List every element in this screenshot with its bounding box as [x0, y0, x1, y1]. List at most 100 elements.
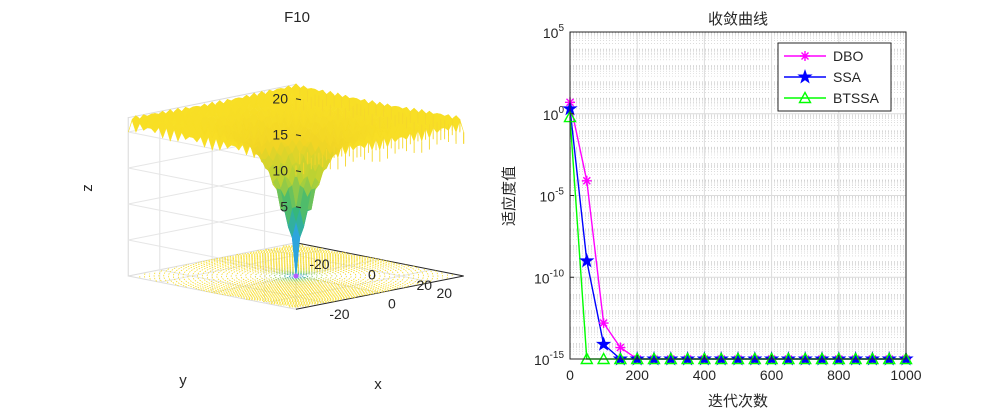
- contour-ring: [206, 257, 386, 295]
- global-minimum-marker: [293, 273, 299, 279]
- marker-star: [646, 350, 662, 366]
- surface-title: F10: [284, 9, 310, 26]
- series-line-dbo: [569, 102, 906, 360]
- contour-ring: [168, 266, 179, 287]
- legend-label: BTSSA: [833, 90, 880, 106]
- convergence-title: 收敛曲线: [708, 10, 768, 28]
- marker-triangle: [798, 352, 812, 365]
- convergence-axes-box: [569, 31, 907, 360]
- x-tick-label: 0: [368, 266, 376, 282]
- marker-asterisk: [850, 354, 861, 364]
- marker-asterisk: [817, 354, 827, 364]
- marker-star: [763, 350, 780, 366]
- marker-asterisk: [884, 354, 895, 364]
- surface-mesh: [128, 83, 465, 279]
- y-tick-label: 105: [543, 23, 565, 41]
- marker-triangle: [613, 352, 628, 365]
- z-tick-mark: [295, 170, 302, 173]
- marker-star: [713, 350, 729, 366]
- contour-ring: [245, 265, 347, 287]
- z-tick-label: 10: [272, 163, 288, 179]
- marker-star: [696, 350, 713, 366]
- z-tick-label: 5: [280, 199, 288, 215]
- contour-ring: [235, 263, 357, 289]
- y-tick-label: 20: [436, 285, 452, 301]
- marker-asterisk: [615, 342, 626, 353]
- gridline: [128, 206, 297, 274]
- marker-triangle: [832, 352, 846, 365]
- surface-ticks: 5 10 15 20 -20 0 20 -20 0 20: [272, 91, 452, 322]
- marker-asterisk: [565, 97, 575, 108]
- contour-ring: [197, 255, 395, 297]
- marker-star: [881, 350, 897, 366]
- marker-asterisk: [800, 354, 811, 364]
- convergence-ylabel: 适应度值: [500, 166, 518, 226]
- x-tick-label: 200: [626, 367, 650, 383]
- marker-triangle: [798, 91, 812, 104]
- contour-ring: [158, 269, 163, 282]
- marker-asterisk: [749, 354, 760, 364]
- marker-asterisk: [901, 354, 911, 364]
- marker-star: [747, 350, 763, 366]
- x-tick-label: 20: [416, 277, 432, 293]
- z-tick-mark: [295, 98, 302, 101]
- x-tick-label: 600: [760, 367, 784, 383]
- marker-asterisk: [766, 354, 777, 364]
- contour-ring: [177, 252, 415, 300]
- contour-ring: [187, 254, 405, 298]
- marker-star: [898, 350, 914, 366]
- contour-ring: [274, 271, 318, 281]
- marker-star: [814, 350, 830, 366]
- marker-asterisk: [598, 318, 609, 329]
- marker-triangle: [764, 352, 779, 365]
- contour-ring: [434, 270, 439, 281]
- contour-ring: [268, 303, 319, 305]
- contour-ring: [269, 270, 323, 282]
- x-tick-label: 400: [693, 367, 717, 383]
- surface-xlabel: x: [374, 376, 382, 393]
- marker-triangle: [882, 352, 896, 365]
- contour-ring: [278, 272, 314, 280]
- marker-asterisk: [733, 354, 743, 364]
- surface-cell: [291, 83, 301, 100]
- marker-triangle: [748, 352, 762, 365]
- x-axis-line: [295, 242, 464, 277]
- marker-triangle: [697, 352, 712, 365]
- x-tick-label: -20: [309, 256, 329, 272]
- marker-star: [797, 68, 813, 84]
- marker-star: [595, 336, 612, 351]
- marker-asterisk: [800, 51, 810, 61]
- x-tick-label: 1000: [890, 367, 921, 383]
- contour-ring: [230, 262, 362, 290]
- convergence-series: [562, 97, 914, 366]
- marker-triangle: [680, 352, 695, 365]
- contour-ring: [422, 268, 429, 285]
- x-tick-label: 0: [566, 367, 574, 383]
- legend-box: [777, 42, 892, 112]
- marker-triangle: [563, 110, 577, 123]
- marker-star: [847, 350, 864, 366]
- contour-ring: [264, 269, 328, 283]
- marker-asterisk: [649, 354, 659, 364]
- marker-star: [797, 350, 813, 366]
- marker-asterisk: [699, 354, 710, 364]
- contour-ring: [216, 259, 376, 293]
- marker-asterisk: [867, 354, 878, 364]
- marker-star: [864, 350, 881, 366]
- contour-ring: [429, 270, 434, 283]
- contour-ring: [254, 267, 338, 285]
- marker-triangle: [664, 352, 678, 365]
- y-tick-label: -20: [329, 306, 349, 322]
- contour-ring: [240, 296, 356, 301]
- marker-asterisk: [682, 354, 693, 364]
- contour-ring: [269, 302, 327, 304]
- contour-ring: [259, 268, 333, 284]
- contour-ring: [403, 264, 420, 289]
- y-tick-label: 0: [388, 296, 396, 312]
- marker-triangle: [848, 352, 863, 365]
- contour-ring: [249, 266, 343, 286]
- gridline: [128, 170, 297, 238]
- marker-triangle: [580, 352, 594, 365]
- legend-label: SSA: [833, 69, 862, 85]
